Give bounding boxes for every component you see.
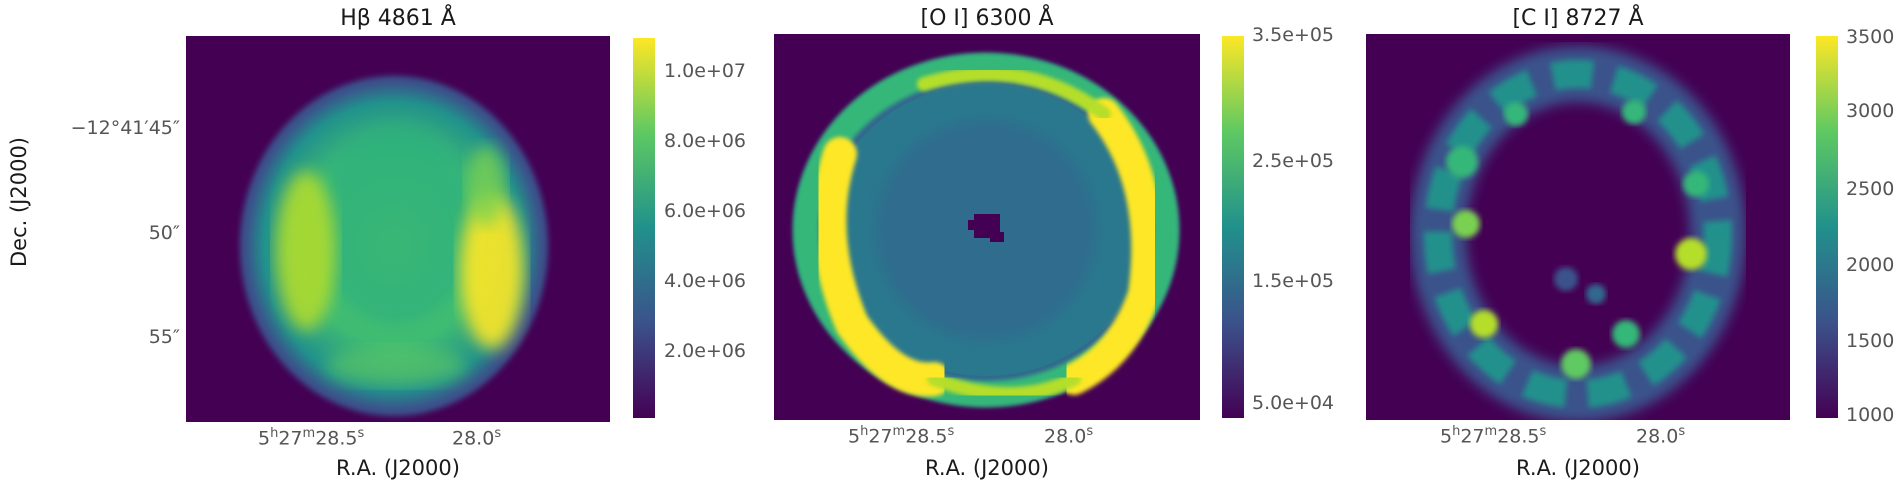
panel-1-xlabel: R.A. (J2000) xyxy=(336,456,460,480)
panel-3-cbar-tick-4: 2000 xyxy=(1846,254,1895,276)
panel-1-cbar-tick-2: 8.0e+06 xyxy=(664,130,747,152)
ci-emission-map xyxy=(1410,46,1746,420)
panel-2-xtick-2: 28.0s xyxy=(1044,424,1094,448)
panel-1-colorbar xyxy=(633,38,655,418)
panel-1-cbar-tick-3: 6.0e+06 xyxy=(664,200,747,222)
panel-3-xtick-2: 28.0s xyxy=(1636,424,1686,448)
panel-1-cbar-tick-4: 4.0e+06 xyxy=(664,270,747,292)
panel-1-image xyxy=(186,36,610,422)
panel-2-title: [O I] 6300 Å xyxy=(920,6,1054,31)
panel-1-xtick-2: 28.0s xyxy=(452,426,502,450)
panel-2-cbar-tick-4: 5.0e+04 xyxy=(1252,392,1335,414)
panel-3-cbar-tick-2: 3000 xyxy=(1846,100,1895,122)
panel-2-xlabel: R.A. (J2000) xyxy=(925,456,1049,480)
panel-3-cbar-tick-3: 2500 xyxy=(1846,178,1895,200)
panel-3-cbar-tick-1: 3500 xyxy=(1846,26,1895,48)
panel-1-ytick-1: −12°41′45″ xyxy=(70,117,180,139)
panel-3-colorbar xyxy=(1816,36,1838,418)
panel-3-title: [C I] 8727 Å xyxy=(1512,6,1644,31)
panel-3-image xyxy=(1366,34,1790,420)
panel-3-cbar-tick-6: 1000 xyxy=(1846,404,1895,426)
panel-1-ylabel: Dec. (J2000) xyxy=(7,137,31,268)
hbeta-emission-map xyxy=(240,76,548,416)
panel-1-xtick-1: 5h27m28.5s xyxy=(258,426,365,450)
panel-2-cbar-tick-1: 3.5e+05 xyxy=(1252,24,1335,46)
panel-1-ytick-3: 55″ xyxy=(148,326,180,348)
panel-2-cbar-tick-3: 1.5e+05 xyxy=(1252,270,1335,292)
panel-2-colorbar xyxy=(1222,36,1244,418)
panel-2-image xyxy=(774,34,1200,420)
panel-1-cbar-tick-5: 2.0e+06 xyxy=(664,340,747,362)
panel-1-ytick-2: 50″ xyxy=(148,222,180,244)
oi-emission-map xyxy=(793,53,1179,407)
panel-1-cbar-tick-1: 1.0e+07 xyxy=(664,60,747,82)
panel-1-title: Hβ 4861 Å xyxy=(340,6,456,31)
panel-3-cbar-tick-5: 1500 xyxy=(1846,330,1895,352)
panel-3-xlabel: R.A. (J2000) xyxy=(1516,456,1640,480)
panel-2-cbar-tick-2: 2.5e+05 xyxy=(1252,150,1335,172)
panel-2-xtick-1: 5h27m28.5s xyxy=(848,424,955,448)
panel-3-xtick-1: 5h27m28.5s xyxy=(1440,424,1547,448)
